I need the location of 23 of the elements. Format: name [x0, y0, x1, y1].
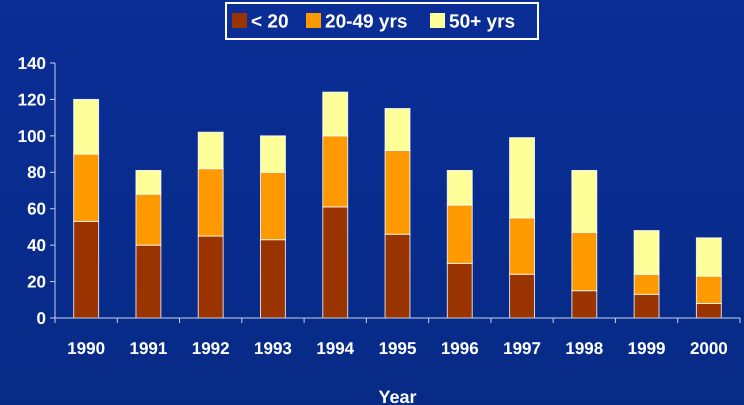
y-tick-label: 120 — [18, 90, 46, 110]
x-tick-label: 1999 — [628, 339, 666, 358]
x-tick-label: 1991 — [129, 339, 168, 358]
x-tick-label: 1996 — [440, 339, 479, 358]
y-tick-label: 20 — [27, 272, 46, 292]
y-tick-label: 100 — [18, 126, 46, 146]
y-tick-label: 40 — [27, 236, 46, 256]
x-axis-title: Year — [378, 387, 417, 405]
x-tick-label: 2000 — [690, 339, 728, 358]
y-tick-label: 60 — [27, 200, 46, 219]
x-tick-label: 1994 — [316, 339, 355, 358]
x-tick-label: 1992 — [192, 339, 230, 358]
legend-label: 50+ yrs — [449, 12, 516, 33]
x-tick-label: 1990 — [67, 339, 106, 358]
x-tick-label: 1998 — [565, 339, 604, 358]
y-tick-label: 0 — [36, 308, 46, 328]
y-tick-label: 80 — [27, 163, 46, 182]
y-tick-label: 140 — [18, 54, 46, 73]
text: < 20 — [251, 12, 289, 33]
x-tick-label: 1995 — [378, 339, 416, 358]
legend-label: 20-49 yrs — [325, 12, 408, 33]
x-tick-label: 1993 — [254, 339, 292, 358]
x-tick-label: 1997 — [503, 339, 541, 358]
